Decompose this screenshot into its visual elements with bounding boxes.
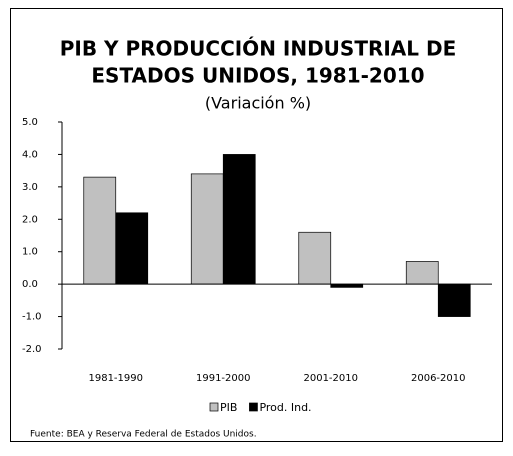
bar: [115, 212, 149, 285]
legend-swatch: [249, 402, 258, 412]
y-tick-label: 3.0: [22, 182, 38, 193]
bar: [83, 176, 117, 285]
source-note: Fuente: BEA y Reserva Federal de Estados…: [30, 430, 257, 440]
x-tick-label: 2006-2010: [411, 373, 466, 384]
bar: [190, 173, 224, 285]
bar: [298, 231, 332, 285]
y-tick-label: 2.0: [22, 214, 38, 225]
chart-title: PIB Y PRODUCCIÓN INDUSTRIAL DE: [60, 37, 457, 61]
y-tick-label: -1.0: [22, 312, 42, 323]
bar: [437, 283, 471, 317]
y-tick-label: -2.0: [22, 344, 42, 355]
legend-label: PIB: [220, 401, 237, 414]
y-tick-label: 0.0: [22, 279, 38, 290]
chart-subtitle: (Variación %): [205, 94, 311, 113]
bar: [405, 261, 439, 285]
y-tick-label: 4.0: [22, 149, 38, 160]
chart-title: ESTADOS UNIDOS, 1981-2010: [91, 64, 424, 88]
legend-swatch: [209, 402, 219, 412]
bar: [222, 154, 256, 285]
legend-label: Prod. Ind.: [259, 401, 311, 414]
x-tick-label: 1991-2000: [196, 373, 251, 384]
y-tick-label: 1.0: [22, 247, 38, 258]
x-tick-label: 2001-2010: [303, 373, 358, 384]
x-tick-label: 1981-1990: [88, 373, 143, 384]
y-tick-label: 5.0: [22, 117, 38, 128]
